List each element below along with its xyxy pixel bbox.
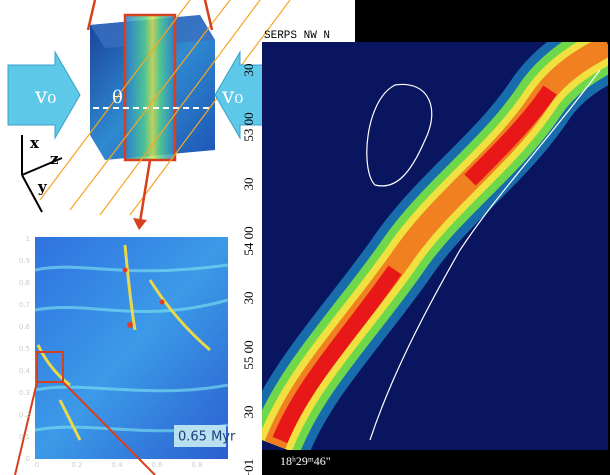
map-image — [262, 42, 608, 450]
dec-tick-label: 30 — [241, 292, 256, 305]
velocity-label: v₀ — [221, 84, 243, 109]
angle-label: θ — [112, 87, 123, 108]
axis-label: y — [37, 178, 48, 196]
dec-tick-label: 30 — [241, 406, 256, 419]
y-tick-label: 0.4 — [19, 367, 31, 375]
y-tick-label: 0.9 — [19, 257, 30, 265]
x-tick-label: 0.6 — [151, 461, 163, 469]
dec-tick-label: 30 — [241, 64, 256, 77]
y-tick-label: 0.6 — [19, 323, 31, 331]
figure: v₀ v₀ θ x z y 0.65 Myr 1 0.9 0.8 0.7 0.6 0.5 0… — [0, 0, 610, 475]
y-tick-label: 0.3 — [19, 389, 30, 397]
ra-label: 18ʰ29ᵐ46" — [280, 454, 331, 468]
x-tick-label: 0.8 — [191, 461, 202, 469]
axis-label: z — [50, 150, 59, 168]
x-tick-label: 0 — [35, 461, 39, 469]
dec-tick-label: 54 00 — [241, 226, 256, 255]
dec-tick-label: 30 — [241, 178, 256, 191]
y-tick-label: 0.7 — [19, 301, 30, 309]
x-tick-label: 0.2 — [71, 461, 82, 469]
dec-tick-label: 53 00 — [241, 112, 256, 141]
map-title: SERPS NW N — [264, 30, 330, 42]
y-tick-label: 0 — [26, 455, 30, 463]
y-tick-label: 0.5 — [19, 345, 30, 353]
dec-tick-label: −01 — [241, 459, 256, 475]
time-label: 0.65 Myr — [178, 430, 236, 445]
axis-label: x — [30, 134, 40, 152]
y-tick-label: 1 — [26, 235, 30, 243]
x-tick-label: 0.4 — [111, 461, 123, 469]
y-tick-label: 0.8 — [19, 279, 30, 287]
y-tick-label: 0.2 — [19, 411, 30, 419]
velocity-label: v₀ — [34, 84, 56, 109]
dec-tick-label: 55 00 — [241, 340, 256, 369]
y-tick-label: 0.1 — [19, 433, 30, 441]
